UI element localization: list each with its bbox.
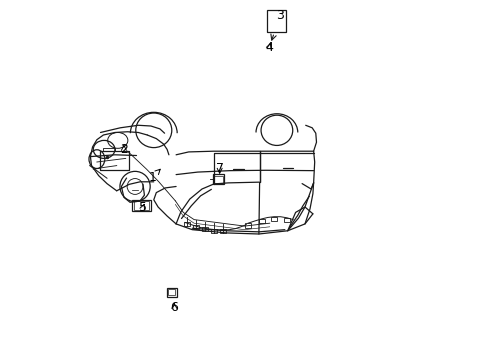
Bar	[202, 227, 207, 231]
Text: 2: 2	[120, 143, 127, 156]
Text: 7: 7	[215, 162, 223, 175]
Bar	[266, 10, 285, 32]
Bar	[284, 218, 289, 222]
Text: 5: 5	[139, 201, 147, 214]
Bar	[270, 217, 276, 221]
Bar	[258, 219, 264, 223]
Bar	[166, 288, 177, 297]
Bar	[168, 289, 175, 295]
Text: 4: 4	[264, 41, 272, 54]
Bar	[244, 223, 250, 228]
Text: 1: 1	[148, 169, 160, 184]
Text: 6: 6	[170, 301, 178, 314]
Bar	[193, 225, 199, 229]
Bar	[134, 201, 149, 210]
Bar	[183, 222, 189, 226]
Bar	[212, 174, 224, 184]
Bar	[100, 151, 129, 170]
Text: 3: 3	[275, 9, 283, 22]
Bar	[214, 176, 223, 183]
Bar	[220, 229, 225, 233]
Bar	[132, 200, 151, 211]
Bar	[211, 229, 216, 233]
